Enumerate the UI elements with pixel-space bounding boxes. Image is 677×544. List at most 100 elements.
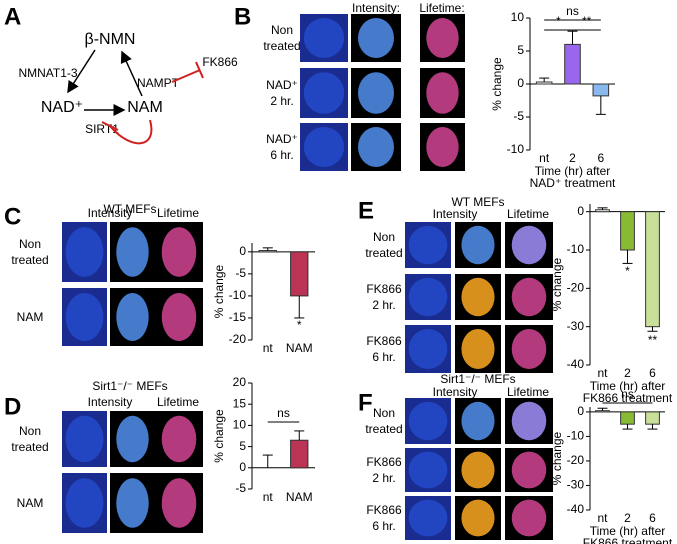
bar bbox=[645, 211, 660, 328]
y-tick-label: -5 bbox=[235, 266, 246, 280]
inhibition bbox=[101, 121, 119, 131]
row-label: 6 hr. bbox=[372, 519, 395, 533]
y-axis-label: % change bbox=[550, 257, 564, 311]
cell bbox=[358, 127, 394, 167]
cell bbox=[408, 329, 448, 369]
significance-label: ns bbox=[566, 4, 579, 18]
cell bbox=[461, 277, 495, 317]
significance-label: * bbox=[297, 318, 302, 332]
cell bbox=[511, 451, 547, 489]
y-tick-label: 0 bbox=[239, 244, 246, 258]
panel-letter: B bbox=[234, 3, 251, 30]
x-axis-label: Time (hr) after bbox=[590, 524, 666, 538]
row-label: treated bbox=[365, 422, 402, 436]
cell bbox=[511, 499, 547, 537]
cell bbox=[116, 478, 149, 528]
row-label: treated bbox=[263, 39, 300, 53]
bar bbox=[595, 410, 610, 413]
inhibitor: FK866 bbox=[202, 55, 238, 69]
panel-letter: C bbox=[4, 203, 21, 230]
cell bbox=[461, 451, 495, 489]
y-tick-label: -20 bbox=[567, 453, 585, 467]
row-label: treated bbox=[11, 440, 48, 454]
y-tick-label: 15 bbox=[233, 396, 247, 410]
column-header: Intensity: bbox=[352, 1, 400, 15]
y-tick-label: 10 bbox=[511, 10, 525, 24]
row-label: 6 hr. bbox=[372, 350, 395, 364]
cell bbox=[116, 227, 149, 277]
bar bbox=[290, 439, 309, 469]
row-label: Non bbox=[19, 237, 41, 251]
y-tick-label: 5 bbox=[239, 439, 246, 453]
cell bbox=[461, 329, 495, 369]
x-tick-label: nt bbox=[539, 151, 550, 165]
y-tick-label: -20 bbox=[567, 281, 585, 295]
row-label: NAD⁺ bbox=[266, 132, 298, 146]
x-tick-label: nt bbox=[597, 511, 608, 525]
x-tick-label: 2 bbox=[624, 366, 631, 380]
significance-label: ns bbox=[277, 406, 290, 420]
x-axis-label: FK866 treatment bbox=[583, 391, 673, 405]
cell bbox=[461, 401, 495, 441]
significance-label: ** bbox=[582, 14, 592, 28]
panel-title: WT MEFs bbox=[451, 195, 504, 209]
row-label: Non bbox=[373, 230, 395, 244]
y-tick-label: 0 bbox=[239, 460, 246, 474]
y-tick-label: -10 bbox=[567, 429, 585, 443]
column-header: Lifetime bbox=[507, 207, 549, 221]
y-tick-label: -5 bbox=[513, 109, 524, 123]
cell bbox=[511, 329, 547, 369]
cell bbox=[408, 225, 448, 265]
y-tick-label: 0 bbox=[517, 76, 524, 90]
column-header: Lifetime: bbox=[419, 1, 464, 15]
panel-title: Sirt1⁻/⁻ MEFs bbox=[92, 379, 167, 393]
column-header: Intensity bbox=[88, 206, 133, 220]
y-tick-label: 10 bbox=[233, 418, 247, 432]
significance-label: * bbox=[625, 264, 630, 278]
cell bbox=[303, 72, 345, 114]
cell bbox=[358, 18, 394, 58]
cell bbox=[511, 225, 547, 265]
row-label: 2 hr. bbox=[270, 94, 293, 108]
y-tick-label: -10 bbox=[507, 142, 525, 156]
column-header: Lifetime bbox=[157, 395, 199, 409]
cell bbox=[426, 127, 459, 167]
panel-letter: E bbox=[358, 197, 374, 224]
x-tick-label: nt bbox=[263, 490, 274, 504]
bar bbox=[620, 411, 635, 425]
y-tick-label: -10 bbox=[567, 242, 585, 256]
bar bbox=[645, 411, 660, 425]
arrow bbox=[120, 50, 143, 97]
panel-letter: D bbox=[4, 393, 21, 420]
cell bbox=[116, 415, 149, 463]
enzyme: NAMPT bbox=[137, 76, 180, 90]
x-tick-label: nt bbox=[263, 341, 274, 355]
row-label: FK866 bbox=[366, 334, 402, 348]
bar bbox=[595, 209, 610, 213]
cell bbox=[161, 227, 197, 277]
y-axis-label: % change bbox=[212, 264, 226, 318]
y-tick-label: 0 bbox=[577, 204, 584, 218]
row-label: Non bbox=[373, 406, 395, 420]
node: NAM bbox=[127, 99, 163, 116]
bar bbox=[290, 251, 309, 297]
x-axis-label: Time (hr) after bbox=[590, 379, 666, 393]
column-header: Intensity bbox=[88, 395, 133, 409]
cell bbox=[511, 277, 547, 317]
significance-label: ** bbox=[648, 333, 658, 347]
node: NAD⁺ bbox=[41, 99, 83, 116]
cell bbox=[161, 293, 197, 341]
enzyme: NMNAT1-3 bbox=[18, 66, 77, 80]
x-axis-label: NAD⁺ treatment bbox=[530, 176, 616, 190]
cell bbox=[408, 499, 448, 537]
y-axis-label: % change bbox=[550, 431, 564, 485]
cell bbox=[461, 499, 495, 537]
x-tick-label: 2 bbox=[569, 151, 576, 165]
cell bbox=[408, 277, 448, 317]
inhibition bbox=[195, 61, 204, 79]
row-label: NAM bbox=[17, 310, 44, 324]
row-label: 2 hr. bbox=[372, 471, 395, 485]
row-label: 6 hr. bbox=[270, 148, 293, 162]
x-tick-label: 6 bbox=[597, 151, 604, 165]
row-label: treated bbox=[365, 246, 402, 260]
